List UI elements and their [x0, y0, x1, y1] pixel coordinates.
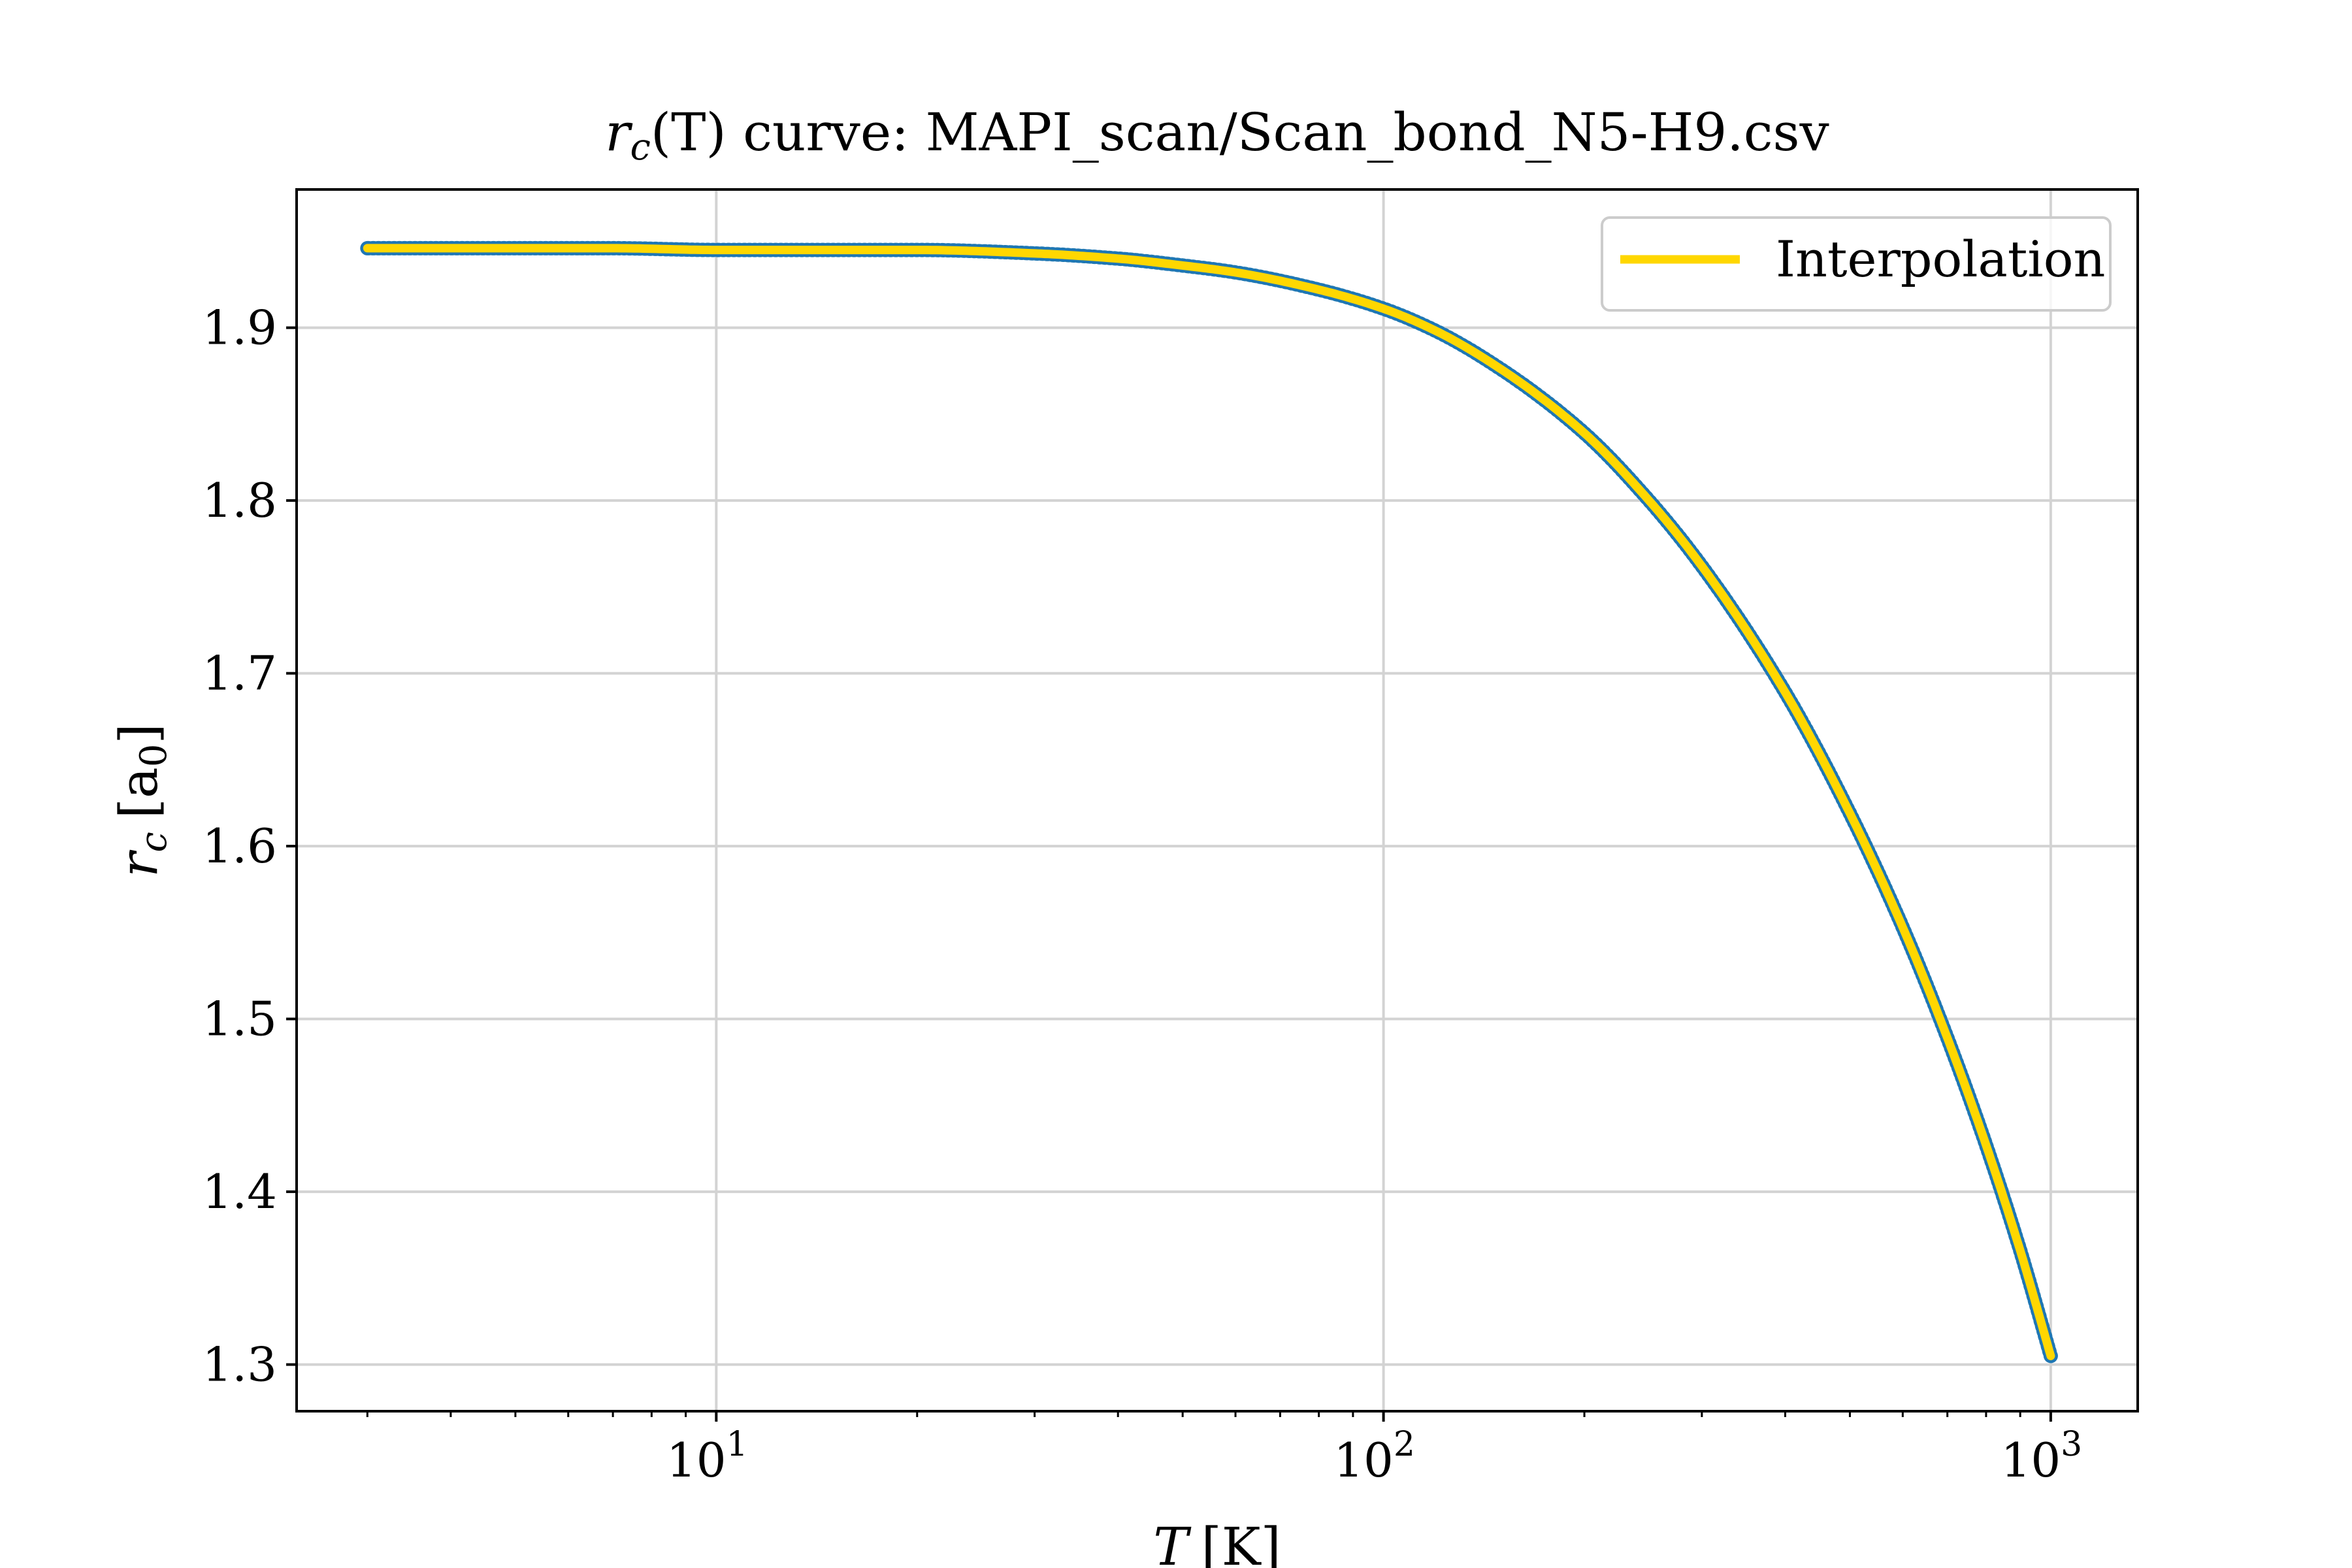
title-var: r: [605, 102, 633, 163]
y-tick-label: 1.3: [202, 1337, 277, 1392]
grid: [297, 189, 2138, 1411]
x-tick-label: 102: [1333, 1425, 1415, 1488]
y-tick-label: 1.7: [202, 646, 277, 701]
legend-box: [1601, 216, 2112, 312]
y-tick-label: 1.6: [202, 819, 277, 874]
y-tick-label: 1.8: [202, 473, 277, 528]
y-label-unit-open: [a: [108, 767, 169, 819]
y-label-unit-close: ]: [108, 723, 169, 743]
chart-title: rc(T) curve: MAPI_scan/Scan_bond_N5-H9.c…: [605, 102, 1829, 169]
title-sub: c: [630, 126, 651, 169]
y-label-unit-sub: 0: [133, 744, 175, 768]
title-text: curve: MAPI_scan/Scan_bond_N5-H9.csv: [727, 102, 1829, 163]
axes-frame: [295, 188, 2139, 1413]
data-points-underlay: [360, 240, 2058, 1364]
x-tick-exponent: 3: [2061, 1425, 2082, 1464]
legend: Interpolation: [1601, 216, 2112, 312]
series-layer: [360, 240, 2058, 1364]
y-tick-label: 1.5: [202, 992, 277, 1047]
x-tick-label: 101: [666, 1425, 748, 1488]
x-tick-base: 10: [2001, 1433, 2061, 1488]
x-tick-base: 10: [1333, 1433, 1394, 1488]
x-tick-exponent: 1: [727, 1425, 748, 1464]
y-axis-label: rc [a0]: [108, 723, 175, 877]
y-tick-label: 1.9: [202, 301, 277, 355]
x-tick-label: 103: [2001, 1425, 2083, 1488]
x-label-var: T: [1153, 1516, 1192, 1568]
legend-label: Interpolation: [1776, 230, 2105, 288]
title-paren: (T): [651, 102, 727, 163]
x-tick-base: 10: [666, 1433, 727, 1488]
x-label-unit: [K]: [1201, 1516, 1281, 1568]
y-tick-label: 1.4: [202, 1164, 277, 1219]
x-tick-exponent: 2: [1394, 1425, 1415, 1464]
x-axis-label: T [K]: [1153, 1516, 1281, 1568]
y-label-var: r: [108, 849, 169, 877]
y-label-sub: c: [133, 832, 175, 852]
interpolation-line: [363, 244, 2055, 1360]
